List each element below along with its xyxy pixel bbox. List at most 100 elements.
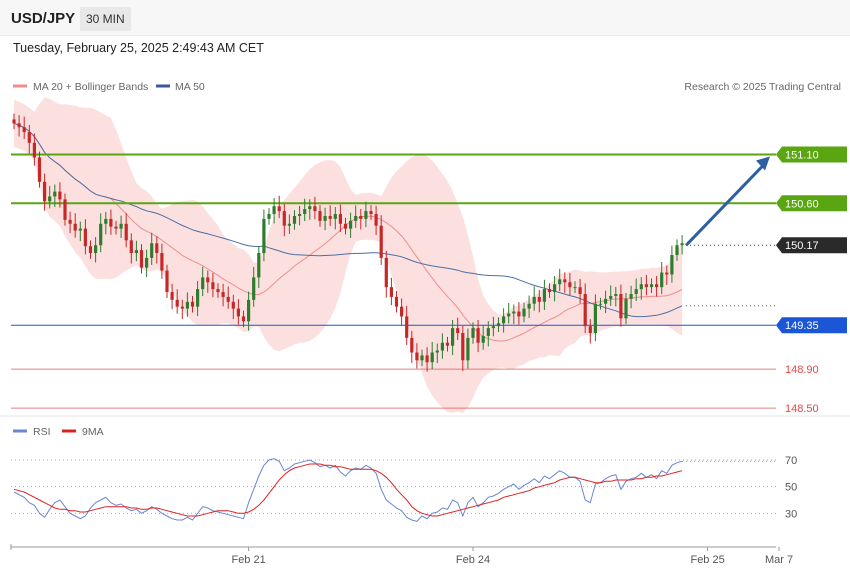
candle-body	[134, 250, 138, 254]
candle-body	[32, 142, 36, 158]
x-tick-label: Feb 24	[456, 554, 490, 566]
candle-body	[303, 209, 307, 215]
candle-body	[124, 223, 128, 241]
price-tag-151.10: 151.10	[776, 146, 847, 163]
candle-body	[221, 292, 225, 297]
candle-body	[389, 287, 393, 297]
candle-body	[675, 245, 679, 255]
candle-body	[88, 246, 93, 254]
candle-body	[308, 206, 312, 210]
candle-body	[68, 219, 72, 224]
candle-body	[282, 211, 286, 226]
candle-body	[420, 355, 424, 361]
candle-body	[236, 308, 240, 317]
price-tag-149.35: 149.35	[776, 317, 847, 334]
candle-body	[27, 132, 31, 143]
candle-body	[99, 223, 103, 246]
chart-header: USD/JPY 30 MIN	[0, 0, 850, 36]
candles	[12, 113, 684, 372]
candle-body	[206, 277, 210, 283]
candle-body	[318, 211, 322, 221]
candle-body	[328, 215, 332, 219]
price-tag-box	[776, 146, 847, 163]
candle-body	[466, 337, 470, 361]
candle-body	[175, 299, 179, 307]
candle-body	[145, 257, 149, 268]
candle-body	[604, 298, 608, 304]
candle-body	[542, 289, 546, 302]
candle-body	[660, 272, 664, 288]
candle-body	[547, 289, 552, 293]
candle-body	[73, 223, 77, 231]
candle-body	[471, 328, 475, 338]
candle-body	[359, 215, 363, 219]
candle-body	[405, 316, 409, 338]
candle-body	[578, 287, 582, 294]
candle-body	[639, 284, 643, 290]
candle-body	[58, 191, 62, 200]
price-tag-box	[776, 237, 847, 254]
projection-arrow	[685, 162, 767, 247]
candle-body	[139, 250, 144, 268]
legend-swatch-ma20	[13, 84, 27, 88]
candle-body	[527, 303, 531, 309]
candle-body	[119, 223, 123, 229]
candle-body	[201, 277, 205, 290]
symbol-label: USD/JPY	[11, 10, 76, 27]
candle-body	[150, 243, 154, 258]
candle-body	[216, 289, 220, 293]
candle-body	[196, 289, 200, 307]
price-chart[interactable]: MA 20 + Bollinger Bands MA 50 Research © 2…	[0, 60, 850, 576]
candle-body	[425, 355, 429, 363]
price-tag-150.60: 150.60	[776, 195, 847, 212]
candle-body	[48, 196, 52, 202]
candle-body	[563, 279, 567, 283]
candle-body	[83, 228, 87, 247]
rsi-ma-line	[13, 463, 683, 517]
candle-body	[491, 326, 495, 329]
interval-selector[interactable]: 30 MIN	[80, 7, 131, 31]
candle-body	[451, 328, 455, 346]
candle-body	[573, 287, 577, 289]
candle-body	[507, 313, 511, 317]
candle-body	[12, 119, 16, 124]
candle-body	[481, 335, 485, 343]
candle-body	[155, 243, 159, 254]
candle-body	[170, 292, 174, 300]
candle-body	[486, 328, 490, 336]
candle-body	[272, 206, 276, 215]
candle-body	[532, 296, 536, 304]
candle-body	[22, 127, 26, 133]
candle-body	[354, 215, 358, 221]
x-tick-label: Feb 21	[231, 554, 265, 566]
candle-body	[252, 277, 256, 300]
candle-body	[522, 308, 526, 317]
price-tag-148.50: 148.50	[785, 403, 819, 415]
price-tag-label: 149.35	[785, 320, 819, 332]
candle-body	[43, 181, 47, 202]
candle-body	[53, 191, 57, 197]
legend-rsi-ma-label: 9MA	[82, 426, 104, 438]
candle-body	[333, 214, 337, 219]
candle-body	[338, 214, 342, 224]
candle-body	[456, 328, 460, 333]
candle-body	[323, 215, 327, 221]
candle-body	[241, 316, 246, 322]
candle-body	[435, 350, 439, 353]
candle-body	[292, 215, 297, 224]
price-tag-148.90: 148.90	[785, 364, 819, 376]
candle-body	[226, 296, 230, 302]
legend-rsi-label: RSI	[33, 426, 51, 438]
candle-body	[78, 228, 82, 231]
candle-body	[94, 245, 98, 254]
candle-body	[109, 218, 113, 227]
candle-body	[349, 220, 353, 229]
price-tag-label: 148.90	[785, 364, 819, 376]
candle-body	[624, 298, 628, 319]
x-tick-label: Feb 25	[690, 554, 724, 566]
candle-body	[558, 279, 562, 285]
candle-body	[512, 311, 516, 314]
legend-ma50-label: MA 50	[175, 81, 205, 93]
candle-body	[440, 342, 444, 351]
price-tag-label: 150.17	[785, 240, 819, 252]
